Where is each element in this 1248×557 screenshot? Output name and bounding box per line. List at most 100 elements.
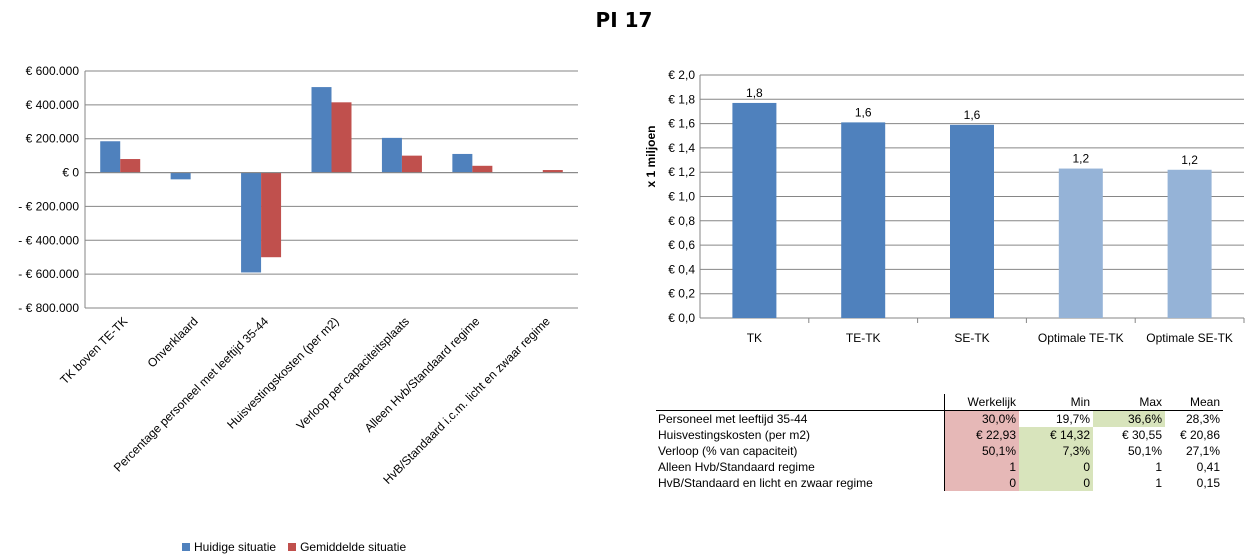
y-tick-label: € 0,6 — [668, 238, 695, 252]
y-tick-label: - € 800.000 — [18, 301, 79, 315]
row-label: Verloop (% van capaciteit) — [656, 443, 945, 459]
table-header-row: Werkelijk Min Max Mean — [656, 394, 1223, 411]
table-cell: 28,3% — [1185, 412, 1220, 426]
x-tick-label: Verloop per capaciteitsplaats — [294, 314, 412, 432]
x-tick-label: TE-TK — [846, 331, 881, 345]
legend-swatch-red — [288, 543, 297, 551]
bar-gemiddelde — [542, 170, 563, 173]
y-tick-label: - € 200.000 — [18, 199, 79, 213]
table-cell: 50,1% — [944, 443, 1019, 459]
y-tick-label: € 1,6 — [668, 117, 695, 131]
table-cell: 0,15 — [1196, 476, 1220, 490]
y-tick-label: € 200.000 — [26, 132, 80, 146]
table-cell: € 14,32 — [1019, 427, 1093, 443]
row-label: Alleen Hvb/Standaard regime — [656, 459, 945, 475]
legend-item-huidige: Huidige situatie — [182, 540, 276, 554]
bar-gemiddelde — [472, 165, 493, 173]
left-bar-chart: € 600.000 € 400.000 € 200.000 € 0 - € 200.00… — [18, 64, 578, 487]
bar-huidige — [311, 87, 332, 173]
table-cell: 30,0% — [944, 410, 1019, 427]
bar-huidige — [170, 172, 191, 180]
bar-gemiddelde — [120, 159, 141, 173]
y-tick-label: € 1,8 — [668, 92, 695, 106]
x-tick-label: TK — [747, 331, 762, 345]
y-tick-label: € 1,2 — [668, 165, 695, 179]
stats-table: Werkelijk Min Max Mean Personeel met lee… — [656, 394, 1223, 491]
data-label: 1,6 — [964, 108, 981, 122]
y-tick-label: € 0,2 — [668, 287, 695, 301]
col-header-werkelijk: Werkelijk — [944, 394, 1019, 411]
table-cell: 19,7% — [1055, 412, 1090, 426]
data-label: 1,6 — [855, 105, 872, 119]
legend-swatch-blue — [182, 543, 190, 551]
row-label: Huisvestingskosten (per m2) — [656, 427, 945, 443]
table-row: Personeel met leeftijd 35-44 30,0% 19,7% 36… — [656, 410, 1223, 427]
table-cell: 50,1% — [1127, 444, 1162, 458]
y-tick-label: € 1,0 — [668, 190, 695, 204]
y-tick-label: - € 400.000 — [18, 233, 79, 247]
y-tick-label: € 600.000 — [26, 64, 80, 78]
x-tick-label: HvB/Standaard i.c.m. licht en zwaar regi… — [380, 314, 553, 487]
x-tick-label: Optimale SE-TK — [1146, 331, 1233, 345]
x-tick-label: Optimale TE-TK — [1038, 331, 1124, 345]
table-row: HvB/Standaard en licht en zwaar regime 0 0… — [656, 475, 1223, 491]
legend-label: Huidige situatie — [194, 540, 277, 554]
col-header-max: Max — [1093, 394, 1165, 411]
legend-item-gemiddelde: Gemiddelde situatie — [288, 540, 406, 554]
row-label: Personeel met leeftijd 35-44 — [656, 410, 945, 427]
table-cell: 7,3% — [1019, 443, 1093, 459]
x-tick-label: SE-TK — [954, 331, 989, 345]
y-tick-label: € 0,0 — [668, 311, 695, 325]
table-cell: 0 — [1019, 475, 1093, 491]
table-row: Verloop (% van capaciteit) 50,1% 7,3% 50,1%… — [656, 443, 1223, 459]
legend-label: Gemiddelde situatie — [300, 540, 407, 554]
y-tick-label: € 0,4 — [668, 262, 695, 276]
y-tick-label: - € 600.000 — [18, 267, 79, 281]
y-tick-label: € 1,4 — [668, 141, 695, 155]
row-label: HvB/Standaard en licht en zwaar regime — [656, 475, 945, 491]
data-label: 1,8 — [746, 86, 763, 100]
table-row: Alleen Hvb/Standaard regime 1 0 1 0,41 — [656, 459, 1223, 475]
table-cell: 1 — [944, 459, 1019, 475]
table-cell: 0 — [944, 475, 1019, 491]
table-cell: 0,41 — [1196, 460, 1220, 474]
data-label: 1,2 — [1072, 152, 1089, 166]
table-cell: 1 — [1155, 476, 1162, 490]
x-tick-label: Alleen Hvb/Standaard regime — [362, 314, 483, 435]
x-tick-label: Percentage personeel met leeftijd 35-44 — [111, 314, 272, 475]
y-tick-label: € 2,0 — [668, 68, 695, 82]
table-row: Huisvestingskosten (per m2) € 22,93 € 14,3… — [656, 427, 1223, 443]
bar-huidige — [241, 172, 262, 273]
bar — [1167, 169, 1212, 318]
bar — [841, 122, 886, 318]
bar — [1058, 168, 1103, 318]
bar — [732, 102, 777, 318]
x-tick-label: Onverklaard — [145, 314, 201, 370]
table-cell: 1 — [1155, 460, 1162, 474]
col-header-mean: Mean — [1165, 394, 1223, 411]
bar-gemiddelde — [401, 155, 422, 173]
y-tick-label: € 0 — [62, 166, 79, 180]
bar-huidige — [381, 137, 402, 173]
x-tick-label: TK boven TE-TK — [57, 314, 130, 387]
y-tick-label: € 0,8 — [668, 214, 695, 228]
col-header-min: Min — [1019, 394, 1093, 411]
table-cell: 27,1% — [1185, 444, 1220, 458]
bar-huidige — [452, 153, 473, 173]
table-cell: 0 — [1019, 459, 1093, 475]
page-title: PI 17 — [595, 8, 653, 32]
chart-legend: Huidige situatie Gemiddelde situatie — [182, 540, 406, 554]
bar-gemiddelde — [261, 172, 282, 258]
table-cell: € 20,86 — [1179, 428, 1220, 442]
y-axis-label: x 1 miljoen — [644, 125, 658, 187]
data-label: 1,2 — [1181, 153, 1198, 167]
y-tick-label: € 400.000 — [26, 98, 80, 112]
right-bar-chart: € 2,0 € 1,8 € 1,6 € 1,4 € 1,2 € 1,0 € 0,8 € 0,6… — [644, 68, 1245, 345]
bar-gemiddelde — [331, 102, 352, 173]
x-tick-label: Huisvestingskosten (per m2) — [224, 314, 341, 431]
table-header-empty — [656, 394, 945, 411]
bar-huidige — [100, 141, 121, 173]
table-cell: 36,6% — [1093, 410, 1165, 427]
bar — [950, 124, 994, 318]
table-cell: € 22,93 — [944, 427, 1019, 443]
